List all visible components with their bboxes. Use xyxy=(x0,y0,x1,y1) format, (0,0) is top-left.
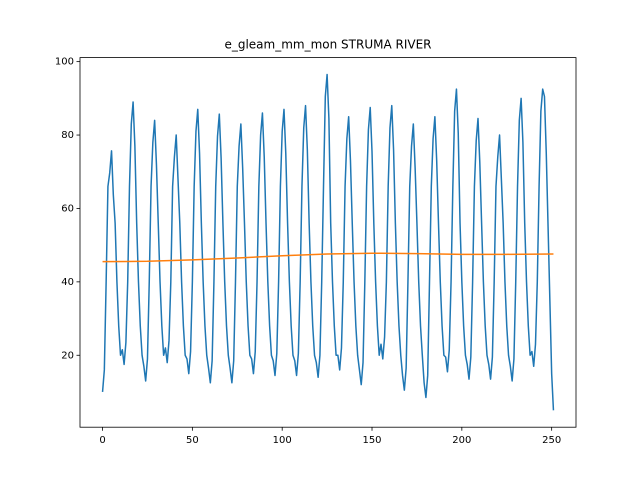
chart-title: e_gleam_mm_mon STRUMA RIVER xyxy=(224,38,431,52)
x-tick-label: 150 xyxy=(362,435,381,446)
x-tick-label: 50 xyxy=(186,435,199,446)
x-tick-label: 100 xyxy=(273,435,292,446)
y-tick-label: 100 xyxy=(55,57,74,68)
axes-frame xyxy=(79,57,577,428)
y-tick-label: 80 xyxy=(61,130,74,141)
y-tick-label: 60 xyxy=(61,203,74,214)
data-line xyxy=(102,252,554,263)
x-tick-label: 250 xyxy=(542,435,561,446)
x-tick-label: 200 xyxy=(452,435,471,446)
y-tick-label: 20 xyxy=(61,350,74,361)
data-line xyxy=(101,73,555,411)
x-tick-label: 0 xyxy=(99,435,105,446)
y-tick-label: 40 xyxy=(61,277,74,288)
